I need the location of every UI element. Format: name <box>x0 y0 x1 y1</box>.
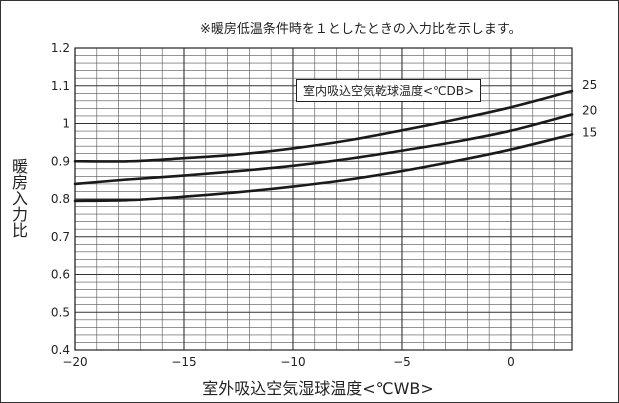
x-tick-label: −10 <box>280 355 305 369</box>
y-tick-label: 1.1 <box>51 79 70 93</box>
y-tick-label: 0.5 <box>51 305 70 319</box>
y-tick-label: 0.9 <box>51 154 70 168</box>
series-label-15: 15 <box>582 125 597 139</box>
series-lines <box>73 89 574 203</box>
x-tick-labels: −20 −15 −10 −5 0 <box>62 355 514 369</box>
series-line-15 <box>73 133 574 203</box>
series-label-25: 25 <box>582 78 597 92</box>
y-tick-label: 1.2 <box>51 41 70 55</box>
x-tick-label: −15 <box>171 355 196 369</box>
y-tick-label: 0.4 <box>51 343 70 357</box>
legend-title: 室内吸込空気乾球温度<℃DB> <box>296 79 482 102</box>
y-tick-label: 0.6 <box>51 268 70 282</box>
y-axis-label: 暖房入力比 <box>9 158 28 238</box>
x-tick-label: −5 <box>393 355 411 369</box>
y-tick-label: 0.7 <box>51 230 70 244</box>
x-tick-label: 0 <box>507 355 515 369</box>
x-axis-label: 室外吸込空気湿球温度<℃WB> <box>202 379 434 398</box>
y-tick-label: 1 <box>62 117 70 131</box>
plot-area-border <box>74 47 573 351</box>
chart-note: ※暖房低温条件時を１としたときの入力比を示します。 <box>200 22 522 37</box>
series-line-25 <box>73 89 574 163</box>
series-labels: 25 20 15 <box>582 78 597 139</box>
y-tick-label: 0.8 <box>51 192 70 206</box>
series-label-20: 20 <box>582 103 597 117</box>
y-tick-labels: 0.4 0.5 0.6 0.7 0.8 0.9 1 1.1 1.2 <box>51 41 70 357</box>
series-line-20 <box>73 113 574 186</box>
x-tick-label: −20 <box>62 355 87 369</box>
